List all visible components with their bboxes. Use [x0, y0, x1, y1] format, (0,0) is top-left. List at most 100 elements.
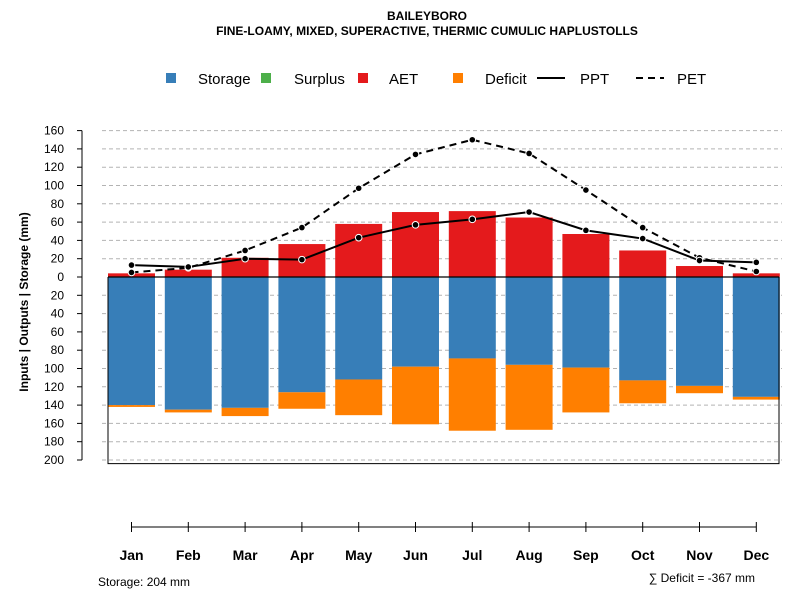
ppt-point-aug — [525, 208, 533, 216]
legend-storage-swatch — [166, 73, 176, 83]
y-tick-label: 60 — [51, 215, 65, 229]
storage-capacity-box — [107, 277, 780, 465]
y-tick-label: 100 — [44, 362, 64, 376]
pet-line — [131, 138, 757, 274]
deficit-bar-may — [335, 379, 383, 416]
ppt-point-dec — [752, 258, 761, 267]
legend-aet-swatch — [358, 73, 368, 83]
legend-deficit-label: Deficit — [485, 71, 528, 88]
legend-ppt-label: PPT — [580, 71, 609, 88]
aet-bar-mar — [221, 257, 269, 277]
storage-footnote: Storage: 204 mm — [98, 575, 190, 589]
x-tick-label-aug: Aug — [515, 547, 542, 563]
storage-bar-nov — [676, 277, 723, 386]
ppt-point-jan — [127, 261, 136, 269]
deficit-bar-jul — [448, 358, 496, 431]
storage-bar-dec — [732, 277, 780, 397]
deficit-bar-oct — [619, 380, 667, 404]
ppt-point-feb — [184, 263, 193, 271]
storage-bar-jun — [392, 277, 439, 367]
legend-storage-label: Storage — [198, 71, 251, 88]
x-tick-label-jun: Jun — [403, 547, 428, 563]
bars — [107, 211, 780, 465]
y-tick-label: 20 — [51, 252, 65, 266]
x-tick-label-may: May — [345, 547, 372, 563]
series-lines — [127, 135, 761, 277]
y-tick-label: 160 — [44, 124, 64, 138]
ppt-point-apr — [298, 255, 306, 264]
y-tick-label: 80 — [51, 343, 65, 357]
y-tick-label: 140 — [44, 142, 64, 156]
legend-deficit-swatch — [453, 73, 463, 83]
x-tick-label-oct: Oct — [631, 547, 655, 563]
pet-point-sep — [582, 186, 590, 194]
pet-point-may — [354, 184, 363, 193]
legend-surplus-swatch — [261, 73, 271, 83]
x-tick-label-apr: Apr — [290, 547, 315, 563]
legend-aet-label: AET — [389, 71, 418, 88]
x-tick-label-mar: Mar — [233, 547, 258, 563]
y-axis-label: Inputs | Outputs | Storage (mm) — [17, 212, 31, 391]
y-axis: 1601401201008060402002040608010012014016… — [44, 124, 83, 467]
deficit-bar-sep — [562, 367, 610, 413]
aet-bar-oct — [619, 250, 667, 277]
storage-bar-mar — [221, 277, 269, 408]
ppt-line — [131, 211, 757, 268]
deficit-bar-apr — [278, 392, 326, 409]
y-tick-label: 200 — [44, 453, 64, 467]
y-tick-label: 60 — [51, 325, 65, 339]
x-tick-label-dec: Dec — [743, 547, 769, 563]
aet-bar-may — [335, 223, 383, 277]
ppt-point-jul — [468, 215, 477, 224]
storage-bar-may — [335, 277, 383, 380]
deficit-bar-jun — [392, 366, 439, 425]
pet-point-jul — [468, 135, 477, 144]
deficit-bar-nov — [676, 385, 723, 394]
chart-legend: Storage Surplus AET Deficit PPT PET — [166, 71, 706, 88]
aet-bar-aug — [505, 217, 553, 277]
x-tick-label-feb: Feb — [176, 547, 201, 563]
y-tick-label: 20 — [51, 288, 65, 302]
x-tick-label-sep: Sep — [573, 547, 599, 563]
ppt-point-oct — [638, 234, 647, 243]
deficit-bar-dec — [732, 396, 780, 400]
x-tick-label-nov: Nov — [686, 547, 713, 563]
legend-pet-label: PET — [677, 71, 706, 88]
pet-point-oct — [638, 223, 647, 232]
y-tick-label: 40 — [51, 233, 65, 247]
y-tick-label: 120 — [44, 380, 64, 394]
pet-point-dec — [752, 267, 761, 276]
deficit-bar-aug — [505, 364, 553, 430]
aet-bar-sep — [562, 233, 610, 277]
y-tick-label: 40 — [51, 307, 65, 321]
deficit-bar-feb — [164, 409, 212, 413]
legend-surplus-label: Surplus — [294, 71, 345, 88]
y-tick-label: 160 — [44, 416, 64, 430]
chart-subtitle: FINE-LOAMY, MIXED, SUPERACTIVE, THERMIC … — [216, 24, 638, 38]
chart-title: BAILEYBORO — [387, 9, 467, 23]
storage-bar-feb — [164, 277, 212, 410]
ppt-point-mar — [241, 254, 249, 263]
x-axis: Jan Feb Mar Apr May Jun Jul Aug Sep Oct Nov Dec — [119, 522, 769, 563]
storage-bar-jan — [108, 277, 155, 406]
y-tick-label: 0 — [57, 270, 64, 284]
storage-bar-oct — [619, 277, 667, 381]
deficit-footnote: ∑ Deficit = -367 mm — [649, 571, 755, 585]
y-tick-label: 180 — [44, 435, 64, 449]
deficit-bar-jan — [108, 405, 155, 407]
aet-bar-feb — [164, 269, 212, 277]
y-tick-label: 100 — [44, 179, 64, 193]
storage-bar-jul — [448, 277, 496, 359]
y-tick-label: 140 — [44, 398, 64, 412]
ppt-point-may — [354, 233, 363, 242]
storage-bar-apr — [278, 277, 326, 393]
ppt-point-nov — [695, 256, 704, 265]
pet-point-mar — [241, 246, 249, 255]
x-tick-label-jul: Jul — [462, 547, 482, 563]
ppt-point-sep — [582, 226, 590, 235]
x-tick-label-jan: Jan — [119, 547, 143, 563]
pet-point-jun — [411, 150, 420, 159]
aet-bar-nov — [676, 266, 723, 277]
deficit-bar-mar — [221, 407, 269, 417]
